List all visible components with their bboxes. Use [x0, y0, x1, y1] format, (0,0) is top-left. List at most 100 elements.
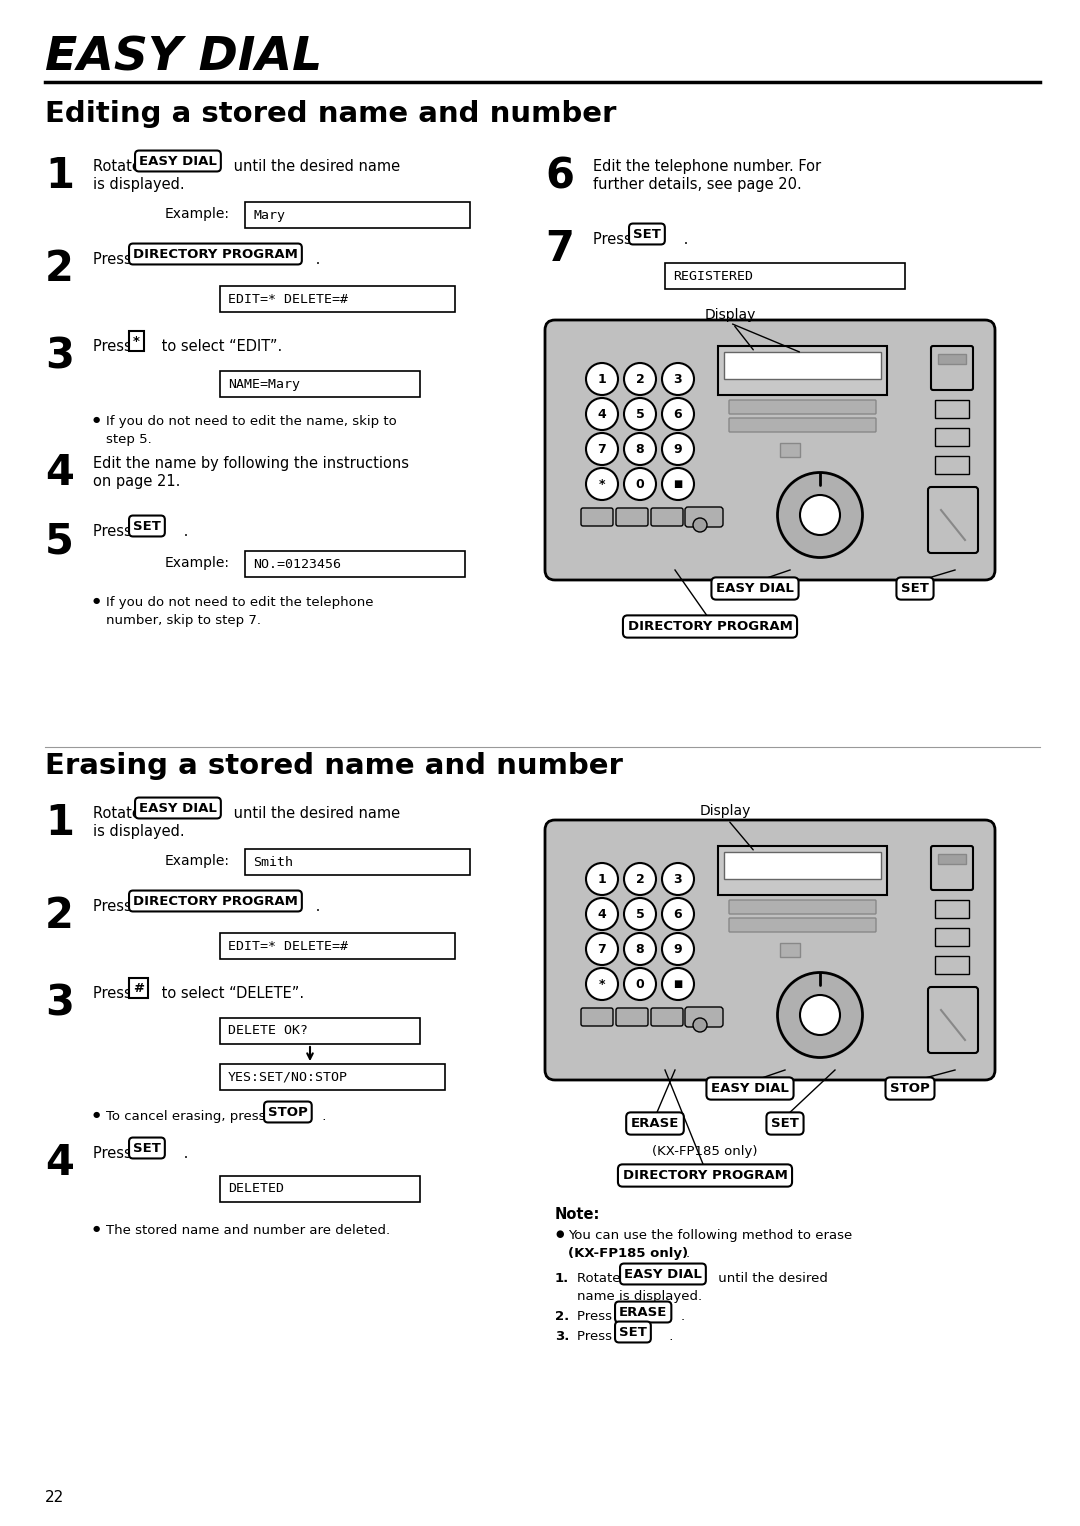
Text: STOP: STOP — [268, 1105, 308, 1119]
Text: 8: 8 — [636, 943, 645, 955]
Text: name is displayed.: name is displayed. — [577, 1289, 702, 1303]
Text: NAME=Mary: NAME=Mary — [228, 377, 300, 391]
Circle shape — [624, 468, 656, 501]
Text: .: . — [686, 1247, 690, 1260]
Text: SET: SET — [633, 227, 661, 241]
Text: Display: Display — [700, 804, 752, 818]
Text: to select “EDIT”.: to select “EDIT”. — [157, 339, 282, 354]
FancyBboxPatch shape — [545, 320, 995, 580]
Text: .: . — [311, 252, 321, 267]
Bar — [220, 1177, 420, 1202]
Circle shape — [662, 468, 694, 501]
Ellipse shape — [778, 473, 863, 557]
Circle shape — [624, 363, 656, 395]
Text: Example:: Example: — [165, 555, 230, 571]
Text: EASY DIAL: EASY DIAL — [45, 35, 322, 79]
Bar — [935, 955, 969, 974]
Text: ●: ● — [93, 1109, 100, 1119]
FancyBboxPatch shape — [928, 987, 978, 1053]
Text: number, skip to step 7.: number, skip to step 7. — [106, 613, 261, 627]
Bar — [220, 932, 455, 958]
Text: SET: SET — [901, 581, 929, 595]
Text: 6: 6 — [674, 908, 683, 920]
Circle shape — [624, 433, 656, 465]
Text: 5: 5 — [636, 407, 645, 421]
Text: 22: 22 — [45, 1489, 64, 1505]
Text: DIRECTORY PROGRAM: DIRECTORY PROGRAM — [133, 894, 298, 908]
Text: Mary: Mary — [253, 209, 285, 221]
Text: 1: 1 — [45, 803, 75, 844]
Text: (KX-FP185 only): (KX-FP185 only) — [652, 1144, 758, 1158]
Text: 7: 7 — [545, 227, 573, 270]
Text: 9: 9 — [674, 443, 683, 455]
Bar — [939, 354, 966, 365]
Text: 2: 2 — [45, 896, 73, 937]
Text: Press: Press — [577, 1331, 617, 1343]
Text: 3: 3 — [45, 983, 75, 1024]
Text: DELETE OK?: DELETE OK? — [228, 1024, 308, 1038]
Text: ■: ■ — [673, 980, 683, 989]
Bar — [220, 285, 455, 311]
Text: *: * — [598, 978, 605, 990]
Text: Press: Press — [93, 899, 136, 914]
Text: 7: 7 — [597, 943, 606, 955]
Text: 7: 7 — [597, 443, 606, 455]
Text: Edit the name by following the instructions: Edit the name by following the instructi… — [93, 456, 409, 472]
Text: To cancel erasing, press: To cancel erasing, press — [106, 1109, 270, 1123]
Text: EASY DIAL: EASY DIAL — [624, 1268, 702, 1280]
Text: DIRECTORY PROGRAM: DIRECTORY PROGRAM — [622, 1169, 787, 1183]
Bar — [935, 400, 969, 418]
FancyBboxPatch shape — [545, 819, 995, 1080]
Text: 3: 3 — [674, 372, 683, 386]
Text: ●: ● — [93, 597, 100, 604]
Text: ●: ● — [555, 1228, 564, 1239]
Text: .: . — [179, 523, 188, 539]
Text: .: . — [311, 899, 321, 914]
FancyBboxPatch shape — [616, 1009, 648, 1025]
FancyBboxPatch shape — [931, 845, 973, 890]
Text: .: . — [679, 232, 688, 247]
Text: 2: 2 — [636, 873, 645, 885]
Text: until the desired name: until the desired name — [229, 159, 400, 174]
Bar — [245, 551, 465, 577]
Text: 1: 1 — [597, 372, 606, 386]
Circle shape — [662, 433, 694, 465]
Text: Example:: Example: — [165, 208, 230, 221]
Text: 9: 9 — [674, 943, 683, 955]
Text: Erasing a stored name and number: Erasing a stored name and number — [45, 752, 623, 780]
FancyBboxPatch shape — [616, 508, 648, 526]
Text: Rotate: Rotate — [93, 806, 146, 821]
Bar — [780, 443, 800, 456]
Bar — [665, 262, 905, 288]
Text: 3: 3 — [45, 336, 75, 377]
Circle shape — [662, 932, 694, 964]
FancyBboxPatch shape — [651, 1009, 683, 1025]
Ellipse shape — [778, 972, 863, 1058]
FancyBboxPatch shape — [729, 900, 876, 914]
Text: SET: SET — [133, 1141, 161, 1155]
Text: on page 21.: on page 21. — [93, 475, 180, 488]
Text: EASY DIAL: EASY DIAL — [139, 801, 217, 815]
Text: Press: Press — [593, 232, 636, 247]
Text: *: * — [133, 334, 140, 348]
Bar — [724, 852, 881, 879]
Bar — [780, 943, 800, 957]
Text: #: # — [133, 981, 144, 995]
Circle shape — [586, 864, 618, 896]
Circle shape — [624, 932, 656, 964]
FancyBboxPatch shape — [685, 1007, 723, 1027]
Text: Press: Press — [93, 523, 136, 539]
Text: 6: 6 — [545, 156, 573, 197]
Text: EASY DIAL: EASY DIAL — [711, 1082, 788, 1096]
Text: EDIT=* DELETE=#: EDIT=* DELETE=# — [228, 940, 348, 952]
Text: EASY DIAL: EASY DIAL — [139, 154, 217, 168]
Circle shape — [586, 897, 618, 929]
Circle shape — [662, 363, 694, 395]
FancyBboxPatch shape — [729, 400, 876, 414]
Text: The stored name and number are deleted.: The stored name and number are deleted. — [106, 1224, 390, 1238]
Text: ERASE: ERASE — [631, 1117, 679, 1129]
Text: Press: Press — [93, 252, 136, 267]
Text: 8: 8 — [636, 443, 645, 455]
Text: 4: 4 — [597, 407, 606, 421]
Text: SET: SET — [771, 1117, 799, 1129]
